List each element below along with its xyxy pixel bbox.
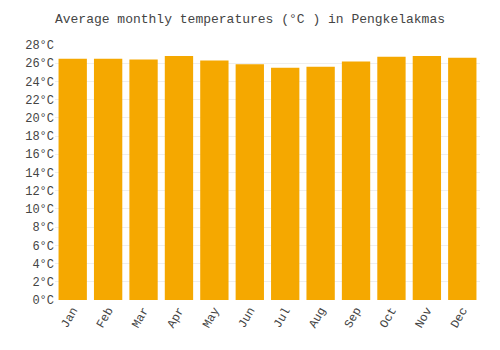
svg-text:Mar: Mar (129, 305, 152, 331)
svg-text:22°C: 22°C (25, 94, 54, 108)
svg-text:Dec: Dec (448, 305, 471, 331)
svg-text:28°C: 28°C (25, 39, 54, 53)
svg-text:14°C: 14°C (25, 167, 54, 181)
svg-text:24°C: 24°C (25, 76, 54, 90)
svg-text:12°C: 12°C (25, 185, 54, 199)
svg-text:26°C: 26°C (25, 57, 54, 71)
svg-text:Jan: Jan (58, 305, 81, 331)
svg-text:10°C: 10°C (25, 203, 54, 217)
svg-text:0°C: 0°C (32, 294, 54, 308)
svg-text:2°C: 2°C (32, 276, 54, 290)
svg-text:Apr: Apr (165, 305, 188, 331)
svg-text:Aug: Aug (306, 305, 329, 331)
svg-text:16°C: 16°C (25, 148, 54, 162)
svg-text:8°C: 8°C (32, 221, 54, 235)
svg-text:Jul: Jul (271, 305, 294, 331)
svg-text:20°C: 20°C (25, 112, 54, 126)
svg-text:Sep: Sep (342, 305, 365, 331)
svg-text:Average monthly temperatures (: Average monthly temperatures (°C ) in Pe… (55, 12, 445, 27)
svg-text:Jun: Jun (236, 305, 259, 331)
svg-text:Nov: Nov (413, 305, 436, 331)
svg-text:6°C: 6°C (32, 240, 54, 254)
svg-text:18°C: 18°C (25, 130, 54, 144)
svg-text:Feb: Feb (94, 305, 117, 331)
svg-text:May: May (200, 305, 223, 331)
svg-text:4°C: 4°C (32, 258, 54, 272)
svg-text:Oct: Oct (377, 305, 400, 331)
